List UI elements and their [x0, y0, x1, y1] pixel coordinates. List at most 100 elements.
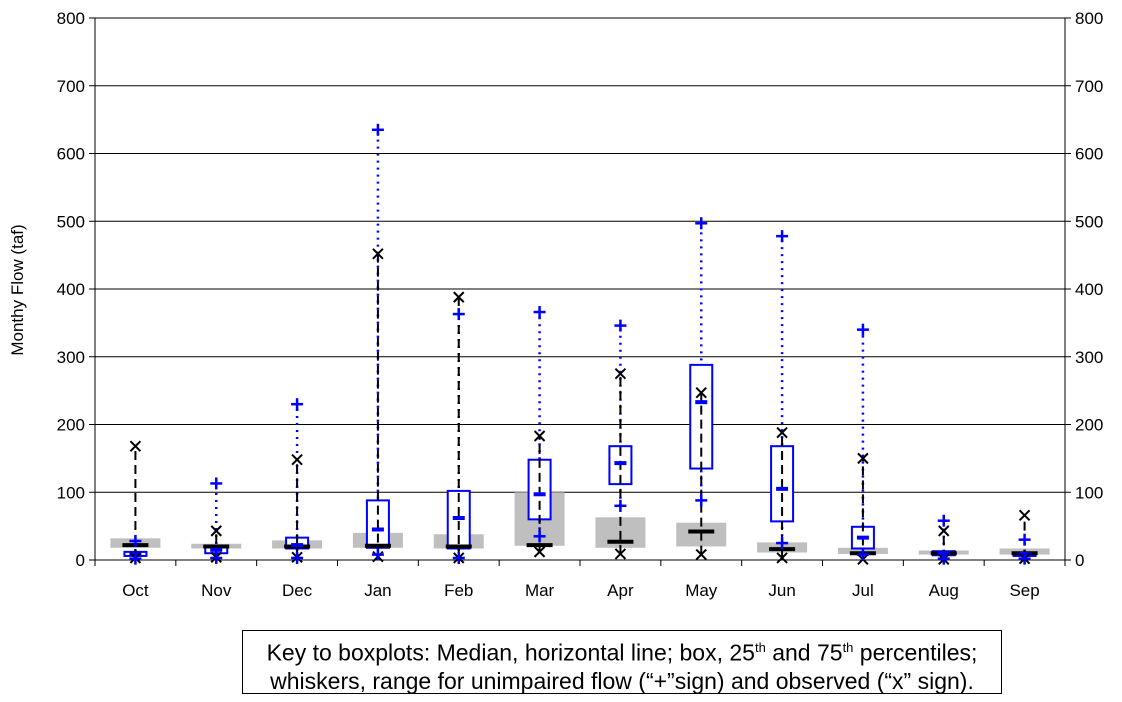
y-tick-label-right: 200 [1075, 416, 1103, 435]
observed-x-marker [129, 440, 142, 452]
gridlines [95, 17, 1065, 493]
x-marker-stroke [210, 525, 222, 537]
x-tick-label: Feb [444, 581, 473, 600]
key-line-1-mid: and 75 [765, 639, 843, 666]
y-tick-label-left: 0 [76, 551, 85, 570]
observed-x-marker [533, 546, 546, 558]
key-sup-2: th [842, 640, 854, 655]
x-marker-stroke [453, 291, 465, 303]
unimpaired-plus-marker [937, 552, 950, 565]
y-tick-labels-left: 0 100 200 300 400 500 600 700 800 [57, 9, 85, 570]
y-tick-label-right: 800 [1075, 9, 1103, 28]
observed-x-marker [695, 386, 707, 399]
y-tick-label-left: 200 [57, 416, 85, 435]
x-tick-labels: Oct Nov Dec Jan Feb Mar Apr May Jun Jul Aug Sep [122, 581, 1040, 600]
unimpaired-plus-marker [371, 548, 384, 561]
observed-x-marker [1018, 509, 1031, 521]
observed-x-marker [695, 548, 707, 561]
x-tick-label: Sep [1009, 581, 1039, 600]
unimpaired-plus-marker [614, 319, 627, 332]
y-tick-label-right: 400 [1075, 280, 1103, 299]
y-tick-label-right: 600 [1075, 145, 1103, 164]
observed-x-marker [614, 548, 627, 560]
x-tick-label: May [685, 581, 718, 600]
x-tick-label: Jun [768, 581, 795, 600]
observed-x-marker [291, 454, 303, 466]
unimpaired-plus-marker [452, 308, 465, 321]
observed-x-marker [614, 367, 627, 380]
observed-x-marker [372, 248, 384, 260]
x-marker-stroke [1018, 509, 1031, 521]
x-marker-stroke [695, 548, 707, 561]
unimpaired-plus-marker [856, 323, 869, 336]
y-tick-labels-right: 0 100 200 300 400 500 600 700 800 [1075, 9, 1103, 570]
y-tick-label-right: 700 [1075, 77, 1103, 96]
unimpaired-plus-marker [533, 306, 546, 319]
observed-x-marker [857, 452, 869, 465]
x-marker-stroke [776, 426, 788, 439]
boxplot-chart: 0 100 200 300 400 500 600 700 800 0 100 200 300 400 5… [8, 9, 1103, 600]
unimpaired-plus-marker [776, 537, 789, 550]
boxplot-key: Key to boxplots: Median, horizontal line… [242, 630, 1002, 694]
y-tick-label-right: 500 [1075, 212, 1103, 231]
unimpaired-plus-marker [695, 217, 708, 230]
x-tick-label: Apr [607, 581, 634, 600]
unimpaired-plus-marker [291, 551, 304, 564]
x-marker-stroke [291, 454, 303, 466]
y-axis-label: Monthy Flow (taf) [8, 224, 27, 355]
key-line-1-post: percentiles; [853, 639, 978, 666]
x-marker-stroke [614, 367, 627, 380]
y-tick-label-right: 100 [1075, 483, 1103, 502]
x-tick-label: Jul [852, 581, 874, 600]
y-tick-label-left: 600 [57, 145, 85, 164]
key-line-2: whiskers, range for unimpaired flow (“+”… [270, 667, 974, 694]
observed-x-marker [453, 291, 465, 303]
observed-x-marker [533, 430, 546, 442]
y-tick-label-right: 300 [1075, 348, 1103, 367]
y-tick-label-left: 400 [57, 280, 85, 299]
unimpaired-plus-marker [129, 535, 142, 548]
key-sup-1: th [754, 640, 766, 655]
x-marker-stroke [614, 548, 627, 560]
x-marker-stroke [938, 525, 950, 537]
plot-area [110, 123, 1050, 566]
x-tick-label: Aug [929, 581, 959, 600]
unimpaired-plus-marker [937, 514, 950, 527]
x-marker-stroke [695, 386, 707, 399]
observed-x-marker [210, 525, 222, 537]
x-marker-stroke [533, 546, 546, 558]
x-marker-stroke [129, 440, 142, 452]
unimpaired-plus-marker [210, 477, 223, 490]
y-tick-label-left: 700 [57, 77, 85, 96]
unimpaired-plus-marker [1018, 552, 1031, 565]
x-tick-label: Nov [201, 581, 232, 600]
x-tick-label: Dec [282, 581, 313, 600]
x-marker-stroke [533, 430, 546, 442]
unimpaired-plus-marker [614, 499, 627, 512]
unimpaired-plus-marker [695, 494, 708, 507]
unimpaired-plus-marker [533, 530, 546, 543]
axes [89, 17, 1071, 566]
x-tick-label: Oct [122, 581, 149, 600]
y-tick-label-left: 300 [57, 348, 85, 367]
y-tick-label-left: 800 [57, 9, 85, 28]
x-tick-label: Mar [525, 581, 555, 600]
x-marker-stroke [776, 552, 788, 564]
observed-x-marker [776, 426, 788, 439]
y-tick-label-left: 100 [57, 483, 85, 502]
observed-x-marker [938, 525, 950, 537]
x-tick-label: Jan [364, 581, 391, 600]
observed-x-marker [776, 552, 788, 564]
key-line-1-pre: Key to boxplots: Median, horizontal line… [266, 639, 755, 666]
unimpaired-plus-marker [856, 548, 869, 561]
unimpaired-plus-marker [1018, 533, 1031, 546]
key-line-1: Key to boxplots: Median, horizontal line… [243, 634, 1001, 667]
x-marker-stroke [857, 452, 869, 465]
y-tick-label-left: 500 [57, 212, 85, 231]
unimpaired-plus-marker [210, 551, 223, 564]
x-marker-stroke [372, 248, 384, 260]
unimpaired-plus-marker [129, 552, 142, 565]
unimpaired-plus-marker [291, 398, 304, 411]
unimpaired-plus-marker [452, 551, 465, 564]
y-tick-label-right: 0 [1075, 551, 1084, 570]
